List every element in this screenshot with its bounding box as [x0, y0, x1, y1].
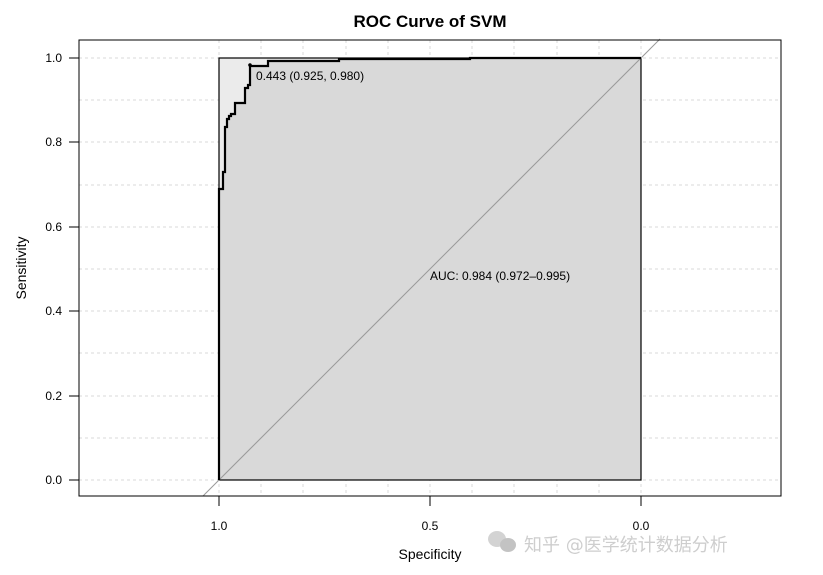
wechat-icon: [488, 531, 516, 552]
y-tick-label: 0.4: [45, 304, 62, 318]
y-tick-label: 0.8: [45, 135, 62, 149]
best-threshold-point: [248, 63, 252, 67]
diagonal-reference-line: [202, 38, 661, 497]
auc-annotation: AUC: 0.984 (0.972–0.995): [430, 269, 570, 283]
watermark-text: 知乎 @医学统计数据分析: [524, 535, 728, 556]
y-axis-label: Sensitivity: [13, 236, 29, 299]
x-tick-label: 0.5: [422, 519, 439, 533]
chart-title: ROC Curve of SVM: [353, 12, 506, 31]
x-tick-label: 1.0: [211, 519, 228, 533]
y-tick-label: 1.0: [45, 51, 62, 65]
x-axis-label: Specificity: [398, 546, 461, 562]
watermark: 知乎 @医学统计数据分析: [488, 531, 728, 556]
threshold-annotation: 0.443 (0.925, 0.980): [256, 69, 364, 83]
x-tick-label: 0.0: [633, 519, 650, 533]
roc-curve: [217, 56, 641, 480]
y-tick-label: 0.0: [45, 473, 62, 487]
x-axis: [218, 496, 642, 506]
y-tick-label: 0.6: [45, 220, 62, 234]
y-tick-label: 0.2: [45, 389, 62, 403]
y-axis: [69, 57, 79, 481]
